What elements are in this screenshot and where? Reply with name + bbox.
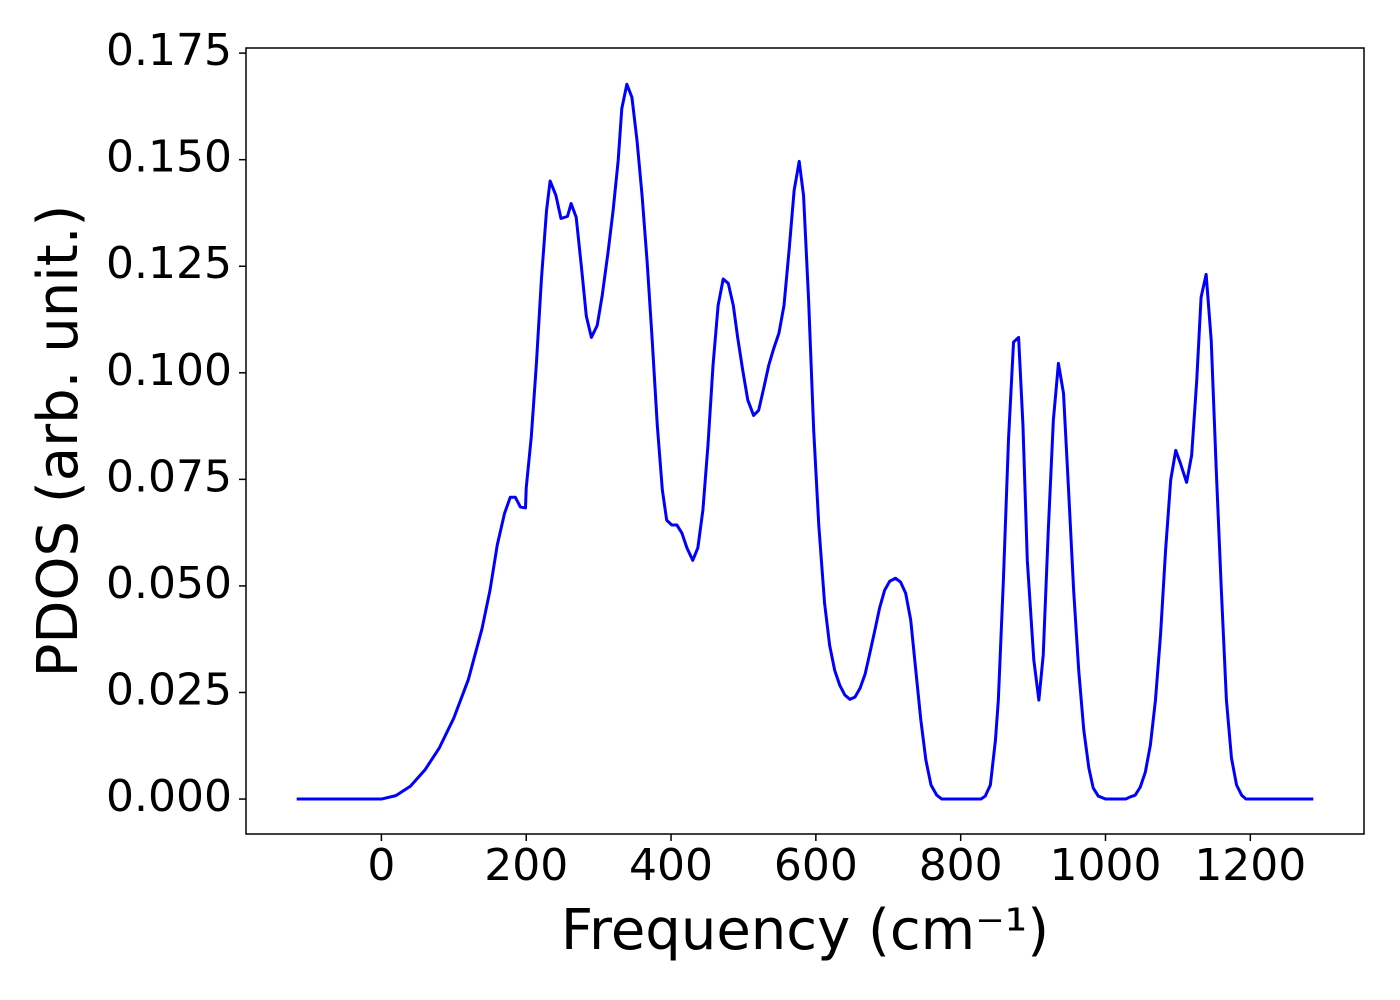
- y-tick-label: 0.000: [106, 771, 232, 822]
- x-tick-label: 0: [367, 840, 395, 891]
- y-tick-label: 0.075: [106, 451, 232, 502]
- x-tick-label: 800: [919, 840, 1003, 891]
- x-tick-label: 1200: [1194, 840, 1306, 891]
- y-tick-label: 0.050: [106, 558, 232, 609]
- y-tick-label: 0.125: [106, 238, 232, 289]
- x-axis-label: Frequency (cm⁻¹): [561, 898, 1049, 963]
- y-tick-label: 0.150: [106, 132, 232, 183]
- y-tick-label: 0.025: [106, 664, 232, 715]
- y-tick-label: 0.100: [106, 345, 232, 396]
- x-tick-label: 600: [774, 840, 858, 891]
- plot-frame: [245, 47, 1365, 835]
- x-tick-label: 400: [629, 840, 713, 891]
- x-tick-label: 200: [484, 840, 568, 891]
- y-tick-label: 0.175: [106, 25, 232, 76]
- x-tick-label: 1000: [1050, 840, 1162, 891]
- y-axis-label: PDOS (arb. unit.): [26, 205, 91, 678]
- pdos-line: [296, 82, 1314, 801]
